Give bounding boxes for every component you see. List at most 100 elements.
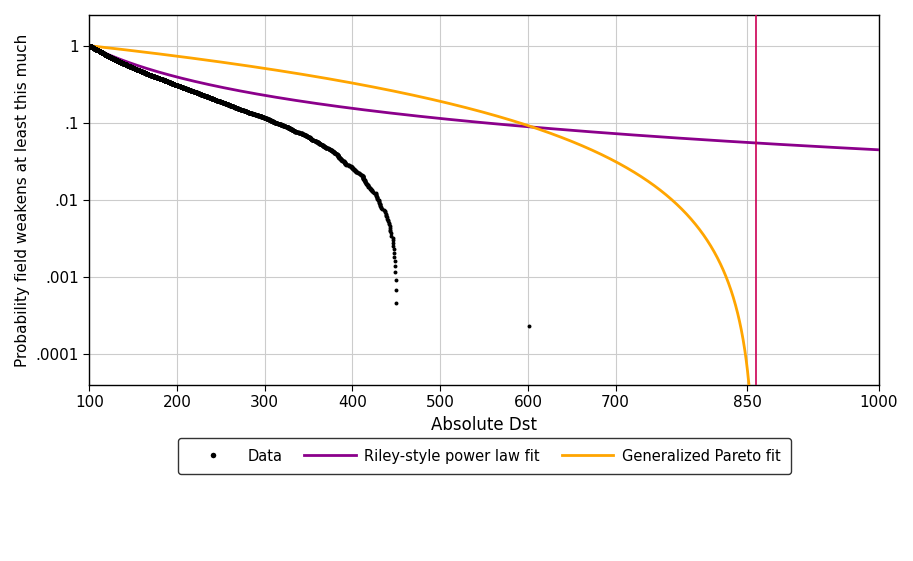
Point: [149, 73, 163, 82]
Point: [135, 67, 150, 76]
Point: [89, 45, 103, 54]
Point: [184, 86, 199, 95]
Point: [312, 140, 327, 149]
Point: [106, 54, 121, 63]
Point: [84, 42, 99, 51]
Point: [156, 75, 171, 84]
Point: [129, 65, 143, 73]
Point: [110, 56, 124, 65]
Point: [119, 60, 133, 69]
Point: [93, 47, 108, 56]
Point: [85, 43, 100, 52]
Point: [184, 86, 199, 95]
Point: [288, 127, 302, 136]
Point: [86, 43, 100, 52]
Point: [92, 47, 107, 56]
Point: [126, 63, 141, 72]
Point: [301, 132, 316, 141]
Point: [96, 49, 110, 58]
Point: [104, 53, 119, 62]
Point: [126, 63, 141, 72]
Point: [98, 50, 112, 59]
Point: [110, 57, 125, 66]
Point: [114, 58, 129, 67]
Point: [227, 103, 242, 112]
Point: [119, 60, 133, 69]
Point: [227, 103, 242, 112]
Point: [103, 53, 118, 62]
Point: [202, 93, 216, 102]
Point: [212, 96, 226, 105]
Point: [313, 140, 328, 149]
Point: [173, 82, 187, 91]
Point: [180, 85, 194, 94]
Point: [89, 45, 103, 54]
Point: [85, 43, 100, 52]
Point: [88, 44, 102, 53]
Point: [285, 125, 299, 134]
Point: [113, 58, 128, 67]
Point: [184, 86, 198, 95]
Point: [95, 48, 110, 57]
Point: [98, 49, 112, 58]
Point: [163, 78, 177, 87]
Point: [186, 87, 201, 96]
Point: [191, 89, 205, 98]
Point: [112, 57, 127, 66]
Point: [211, 96, 226, 105]
Point: [88, 44, 102, 53]
Point: [135, 67, 150, 76]
Point: [136, 68, 151, 77]
Point: [110, 56, 125, 65]
Point: [118, 60, 132, 69]
Point: [89, 45, 103, 54]
Point: [120, 61, 134, 70]
Point: [160, 77, 174, 86]
Point: [100, 51, 114, 60]
Point: [210, 96, 225, 105]
Point: [189, 88, 204, 97]
Point: [143, 71, 158, 80]
Point: [105, 54, 120, 63]
Point: [113, 58, 128, 67]
Point: [162, 77, 176, 86]
Point: [156, 76, 171, 85]
Point: [105, 54, 120, 63]
Point: [356, 174, 371, 183]
Point: [150, 73, 164, 82]
Point: [200, 92, 215, 101]
Point: [370, 192, 384, 201]
Point: [84, 43, 99, 52]
Point: [274, 120, 289, 129]
Point: [90, 45, 105, 54]
Point: [209, 96, 224, 105]
Point: [134, 67, 149, 76]
Point: [115, 58, 130, 67]
Point: [114, 58, 129, 67]
Point: [230, 104, 245, 113]
Point: [153, 75, 168, 84]
Point: [223, 101, 237, 110]
Point: [176, 84, 191, 93]
Point: [127, 64, 142, 73]
Point: [120, 61, 134, 70]
Point: [98, 50, 112, 59]
Point: [191, 89, 205, 98]
Point: [147, 72, 162, 81]
Point: [205, 94, 220, 103]
Point: [155, 75, 170, 84]
Point: [150, 73, 164, 82]
Point: [103, 53, 118, 62]
Point: [132, 66, 147, 75]
Point: [158, 76, 173, 85]
Point: [114, 58, 129, 67]
Point: [282, 123, 297, 132]
Point: [146, 72, 161, 81]
Point: [168, 80, 183, 89]
Point: [110, 57, 125, 66]
Point: [181, 85, 195, 94]
Point: [215, 98, 230, 107]
Point: [232, 105, 247, 114]
Point: [236, 106, 250, 115]
Point: [235, 105, 249, 114]
